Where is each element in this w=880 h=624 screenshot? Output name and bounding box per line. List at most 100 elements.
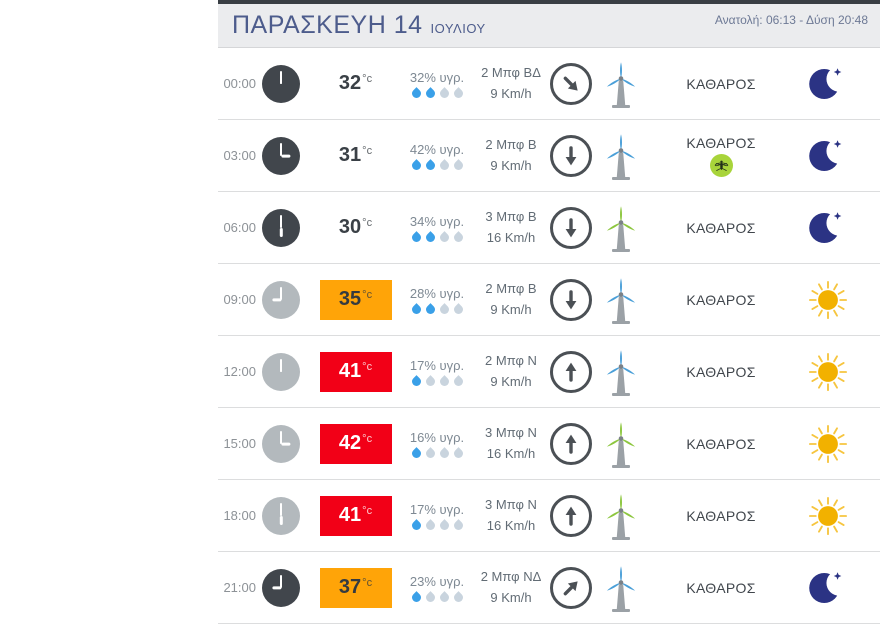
humidity-cell: 34% υγρ. [398, 213, 476, 244]
day-night-icon [807, 279, 849, 321]
wind-direction-icon [550, 494, 592, 537]
wind-speed-label: 9 Km/h [490, 373, 532, 389]
drop-icon [437, 590, 451, 604]
wind-direction-icon [550, 278, 592, 321]
temperature-value: 42 [338, 432, 362, 454]
drop-icon [409, 302, 423, 316]
wind-direction-cell [546, 494, 596, 537]
drop-icon [451, 86, 465, 100]
day-night-cell [796, 495, 880, 537]
forecast-row: 15:00 42 °c 16% υγρ. 3 Μπφ Ν 16 Km/h [218, 408, 880, 480]
wind-direction-cell [546, 62, 596, 105]
sun-icon [808, 496, 848, 535]
temperature-unit: °c [362, 216, 373, 229]
time-cell: 15:00 [218, 424, 313, 463]
temperature-value: 31 [338, 144, 362, 166]
clock-icon [262, 496, 300, 535]
wind-cell: 2 Μπφ Β 9 Km/h [476, 279, 546, 319]
temperature-cell: 31 °c [313, 136, 398, 176]
drop-icon [409, 230, 423, 244]
wind-turbine-icon [599, 563, 643, 613]
drop-icon [451, 158, 465, 172]
sky-condition-label: ΚΑΘΑΡΟΣ [686, 507, 756, 524]
day-night-cell [796, 136, 880, 176]
drop-icon [451, 374, 465, 388]
time-label: 03:00 [223, 148, 256, 163]
day-night-icon [807, 208, 847, 248]
sky-cell: ΚΑΘΑΡΟΣ [646, 364, 796, 380]
drop-icon [451, 302, 465, 316]
sky-condition-label: ΚΑΘΑΡΟΣ [686, 363, 756, 380]
turbine-cell [596, 491, 646, 541]
drop-icon [409, 590, 423, 604]
sky-cell: ΚΑΘΑΡΟΣ [646, 135, 796, 177]
temperature-badge: 30 °c [320, 208, 392, 248]
wind-cell: 3 Μπφ Β 16 Km/h [476, 207, 546, 247]
drop-icon [423, 86, 437, 100]
temperature-value: 35 [338, 288, 362, 310]
wind-force-label: 3 Μπφ Ν [485, 497, 537, 513]
drop-icon [409, 374, 423, 388]
wind-turbine-icon [599, 59, 643, 109]
temperature-badge: 32 °c [320, 64, 392, 104]
sky-condition-label: ΚΑΘΑΡΟΣ [686, 75, 756, 92]
temperature-cell: 32 °c [313, 64, 398, 104]
wind-direction-icon [550, 350, 592, 393]
wind-speed-label: 9 Km/h [490, 157, 532, 173]
humidity-cell: 16% υγρ. [398, 430, 476, 460]
drop-icon [437, 302, 451, 316]
turbine-cell [596, 275, 646, 325]
wind-direction-cell [546, 350, 596, 393]
turbine-cell [596, 563, 646, 613]
temperature-badge: 35 °c [319, 279, 392, 320]
time-label: 21:00 [223, 580, 256, 595]
drop-icon [423, 374, 437, 388]
arrow-glyph [565, 145, 577, 165]
humidity-drops [409, 374, 465, 388]
wind-turbine-icon [599, 131, 643, 181]
day-night-icon [807, 423, 849, 465]
day-header: ΠΑΡΑΣΚΕΥΗ 14 ΙΟΥΛΙΟΥ Ανατολή: 06:13 - Δύ… [218, 0, 880, 48]
temperature-badge: 31 °c [320, 136, 392, 176]
time-cell: 12:00 [218, 352, 313, 391]
sun-icon [808, 352, 848, 391]
humidity-cell: 23% υγρ. [398, 573, 476, 604]
sky-condition-label: ΚΑΘΑΡΟΣ [686, 435, 756, 452]
clock-icon [262, 208, 300, 247]
drop-icon [437, 374, 451, 388]
wind-turbine-icon [599, 203, 643, 253]
clock-hour-hand [271, 298, 281, 301]
day-night-cell [796, 423, 880, 465]
wind-cell: 3 Μπφ Ν 16 Km/h [476, 423, 546, 463]
drop-icon [409, 446, 423, 460]
humidity-label: 28% υγρ. [409, 285, 465, 301]
temperature-unit: °c [362, 576, 373, 589]
drop-icon [423, 518, 437, 532]
temperature-badge: 37 °c [319, 567, 392, 608]
moon-icon [809, 209, 847, 243]
moon-icon [809, 65, 847, 99]
humidity-label: 23% υγρ. [409, 573, 465, 589]
drop-icon [423, 302, 437, 316]
humidity-drops [409, 86, 465, 100]
forecast-row: 09:00 35 °c 28% υγρ. 2 Μπφ Β 9 Km/h [218, 264, 880, 336]
temperature-unit: °c [362, 144, 373, 157]
humidity-label: 34% υγρ. [409, 213, 465, 229]
humidity-cell: 17% υγρ. [398, 358, 476, 388]
temperature-cell: 37 °c [313, 567, 398, 608]
clock-minute-hand [279, 430, 283, 444]
sunrise-sunset-label: Ανατολή: 06:13 - Δύση 20:48 [714, 13, 868, 27]
wind-turbine-icon [599, 491, 643, 541]
sky-cell: ΚΑΘΑΡΟΣ [646, 436, 796, 452]
mosquito-icon [709, 153, 733, 177]
sun-icon [808, 280, 848, 319]
moon-icon [809, 569, 847, 603]
day-night-cell [796, 279, 880, 321]
arrow-glyph [565, 217, 577, 237]
wind-cell: 2 Μπφ ΝΔ 9 Km/h [476, 567, 546, 607]
day-night-icon [807, 64, 847, 104]
temperature-cell: 30 °c [313, 208, 398, 248]
wind-speed-label: 16 Km/h [486, 445, 536, 461]
temperature-cell: 42 °c [313, 423, 398, 464]
clock-icon [262, 136, 300, 175]
